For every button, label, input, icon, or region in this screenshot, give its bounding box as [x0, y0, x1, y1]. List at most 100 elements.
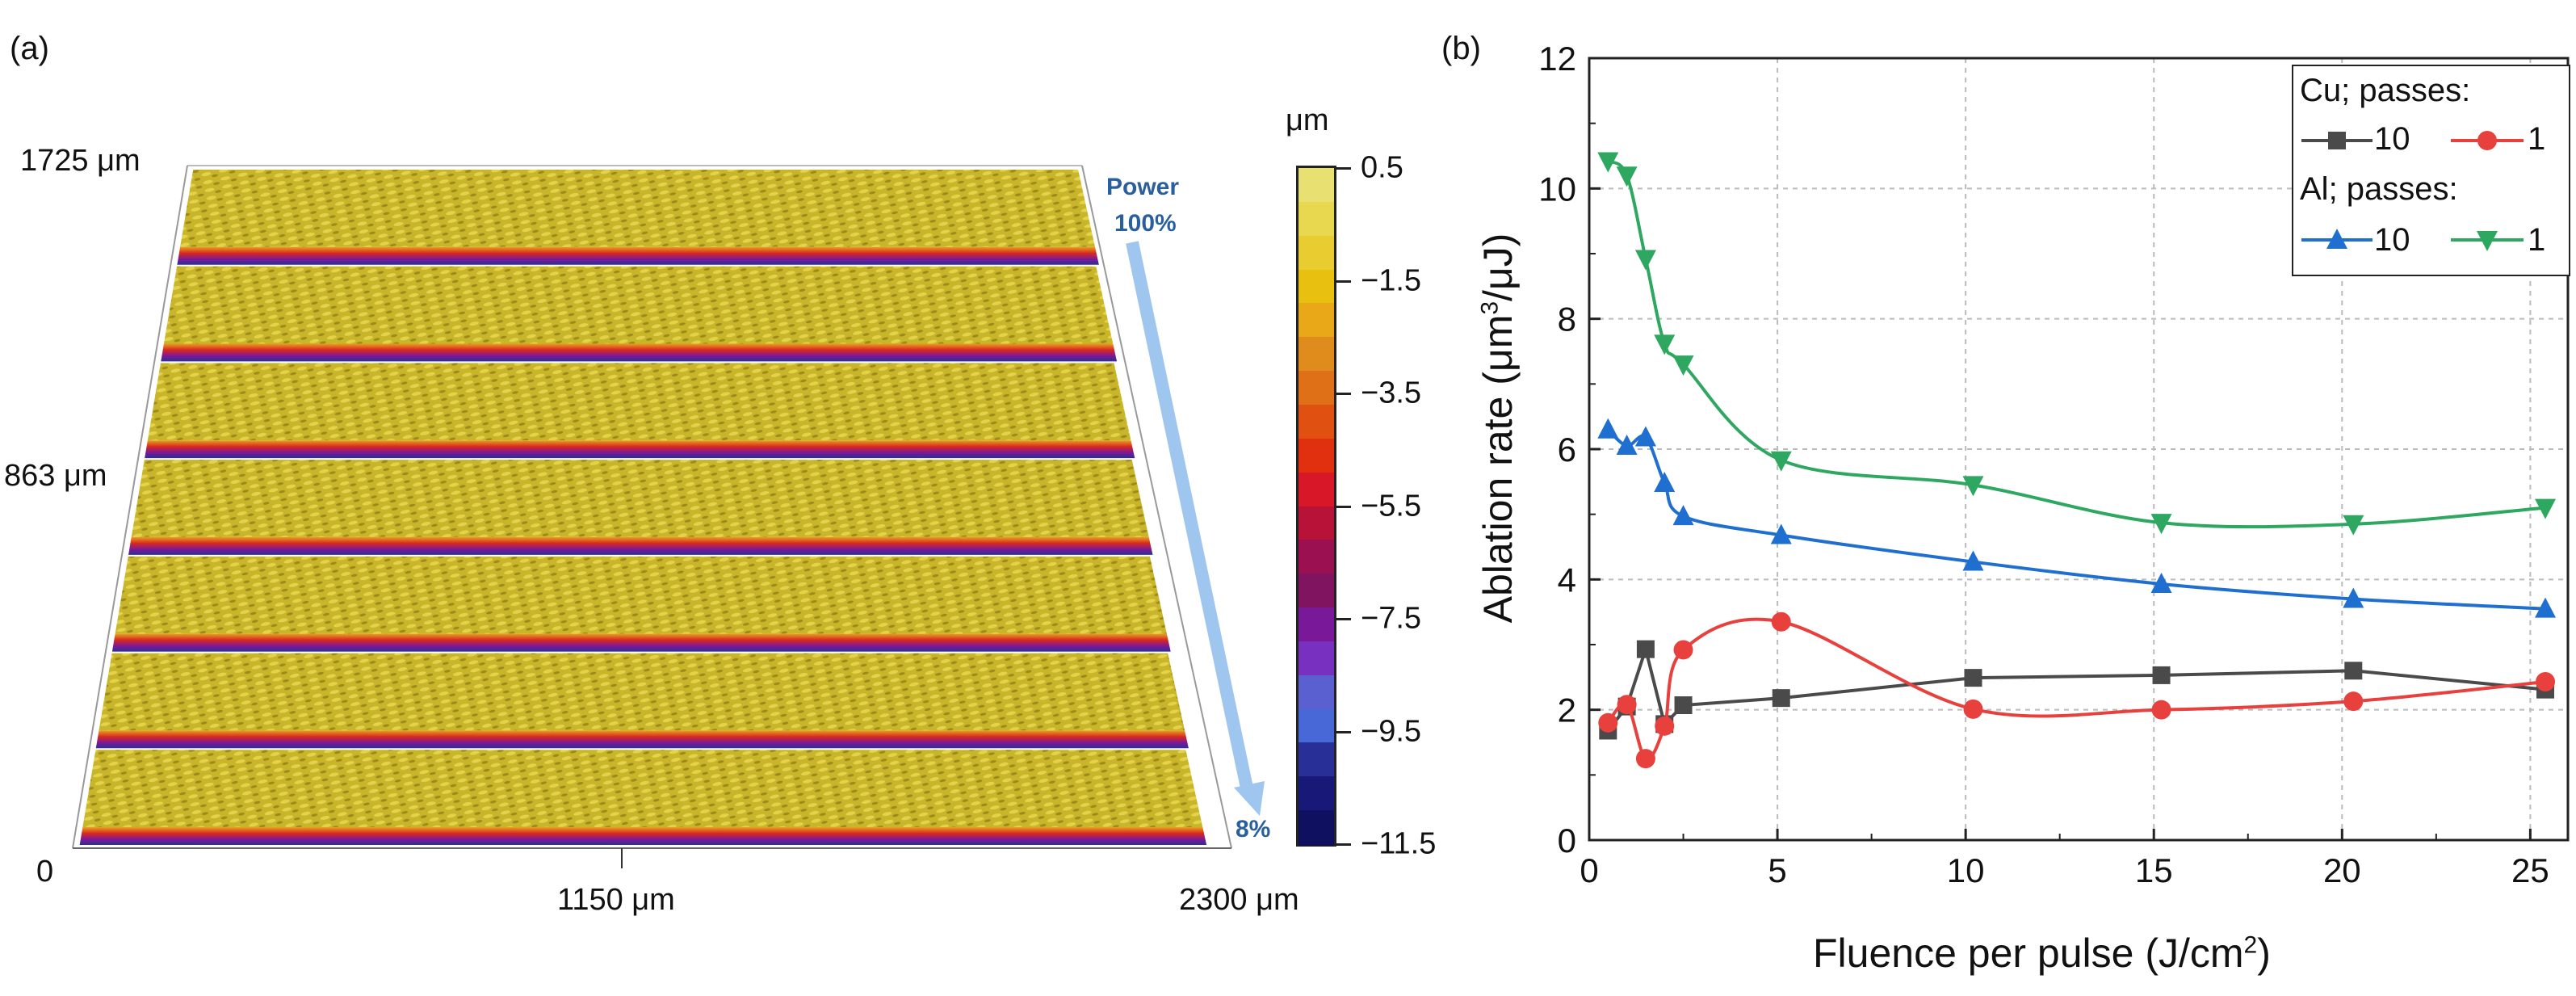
trench-edge — [177, 246, 1099, 265]
y-tick-label: 4 — [1558, 561, 1576, 599]
colorbar-tick — [1336, 167, 1351, 170]
data-point — [1634, 426, 1656, 447]
data-point — [1673, 640, 1693, 660]
data-point — [1616, 434, 1638, 455]
data-point — [1962, 550, 1984, 571]
x-tick-label: 15 — [2135, 851, 2173, 889]
legend-al-10-label: 10 — [2374, 222, 2410, 258]
series-line — [1606, 617, 2546, 761]
data-point — [1654, 334, 1676, 355]
trench-edge — [111, 633, 1171, 652]
data-point — [2343, 691, 2364, 712]
y-tick-label: 0 — [1558, 822, 1576, 859]
data-point — [2151, 700, 2171, 720]
x-axis-label: Fluence per pulse (J/cm2) — [1813, 931, 2271, 976]
y-tick-label: 8 — [1558, 300, 1576, 338]
x-tick-label: 20 — [2323, 851, 2361, 889]
data-point — [1655, 716, 1675, 736]
surface-3d-view — [72, 165, 1265, 868]
colorbar-tick-label: −7.5 — [1361, 601, 1422, 636]
colorbar-segment — [1298, 810, 1334, 846]
data-point — [1598, 712, 1618, 733]
panel-b-tag: (b) — [1441, 31, 1481, 66]
panel-a-tag: (a) — [10, 31, 49, 66]
x-tick-label: 5 — [1768, 851, 1786, 889]
power-start-label: 100% — [1114, 210, 1177, 237]
data-point — [1636, 640, 1655, 658]
data-point — [2152, 666, 2171, 684]
power-arrow-head — [1234, 781, 1265, 816]
surface-stripe — [147, 363, 1131, 441]
legend-al-header: Al; passes: — [2300, 171, 2458, 207]
data-point — [1617, 695, 1637, 715]
surface-stripe — [82, 750, 1203, 828]
colorbar-segment — [1298, 303, 1334, 338]
colorbar-segment — [1298, 675, 1334, 711]
colorbar-segment — [1298, 472, 1334, 508]
data-point — [2536, 671, 2556, 691]
colorbar-tick-label: −1.5 — [1361, 263, 1422, 297]
data-point — [2150, 514, 2172, 535]
legend-cu-1-label: 1 — [2528, 121, 2546, 157]
trench-edge — [128, 536, 1153, 555]
surface-stripe — [163, 266, 1114, 344]
colorbar-segment — [1298, 641, 1334, 677]
data-point — [1964, 669, 1982, 687]
colorbar-segment — [1298, 776, 1334, 812]
colorbar-unit: μm — [1286, 103, 1329, 137]
y-top-label: 1725 μm — [20, 144, 141, 178]
data-point — [1635, 749, 1655, 769]
surface-stripe — [180, 170, 1096, 247]
colorbar-segment — [1298, 574, 1334, 609]
y-mid-label: 863 μm — [4, 459, 107, 493]
x-end-label: 2300 μm — [1179, 883, 1299, 917]
power-arrow-shaft — [1126, 241, 1254, 793]
data-point — [2343, 515, 2364, 536]
x-mid-label: 1150 μm — [557, 883, 675, 917]
colorbar-segment — [1298, 506, 1334, 542]
colorbar-tick-label: −9.5 — [1361, 714, 1422, 748]
colorbar-segment — [1298, 168, 1334, 204]
colorbar-segment — [1298, 269, 1334, 305]
legend-marker — [2326, 229, 2347, 249]
data-point — [1597, 152, 1619, 173]
data-point — [1771, 611, 1791, 632]
data-point — [1772, 689, 1790, 708]
data-point — [1770, 451, 1792, 472]
data-point — [1674, 696, 1693, 715]
power-end-label: 8% — [1236, 816, 1271, 843]
colorbar-segment — [1298, 708, 1334, 745]
legend-marker — [2477, 131, 2497, 150]
data-point — [2535, 597, 2557, 618]
colorbar-tick — [1336, 730, 1351, 733]
power-label: Power — [1106, 174, 1180, 200]
x-tick-label: 25 — [2511, 851, 2549, 889]
frame-right-line — [1081, 165, 1232, 849]
y-tick-label: 12 — [1538, 40, 1576, 78]
surface-stripe — [131, 460, 1149, 537]
colorbar-segment — [1298, 607, 1334, 643]
y-axis-label: Ablation rate (μm3/μJ) — [1475, 233, 1521, 624]
colorbar-tick-label: −11.5 — [1361, 826, 1437, 861]
data-point — [1672, 355, 1694, 376]
colorbar-segment — [1298, 404, 1334, 440]
colorbar-tick — [1336, 843, 1351, 846]
colorbar-tick — [1336, 279, 1351, 283]
colorbar-tick — [1336, 505, 1351, 508]
ablation-rate-plot: 0 5 10 15 20 25 0 2 4 6 8 10 12 — [1538, 40, 2570, 889]
x-tick-label: 10 — [1947, 851, 1985, 889]
legend-cu-10-label: 10 — [2374, 121, 2410, 157]
series-line — [1606, 428, 2546, 611]
colorbar-tick — [1336, 618, 1351, 620]
data-point — [1634, 250, 1656, 271]
y-tick-label: 10 — [1538, 170, 1576, 208]
trench-edge — [161, 343, 1118, 362]
trench-edge — [95, 730, 1189, 749]
series-line — [1606, 643, 2546, 732]
colorbar-segment — [1298, 371, 1334, 406]
x-origin-label: 0 — [36, 855, 54, 889]
data-point — [2343, 587, 2364, 608]
legend-marker — [2477, 231, 2498, 251]
colorbar-segment — [1298, 201, 1334, 237]
